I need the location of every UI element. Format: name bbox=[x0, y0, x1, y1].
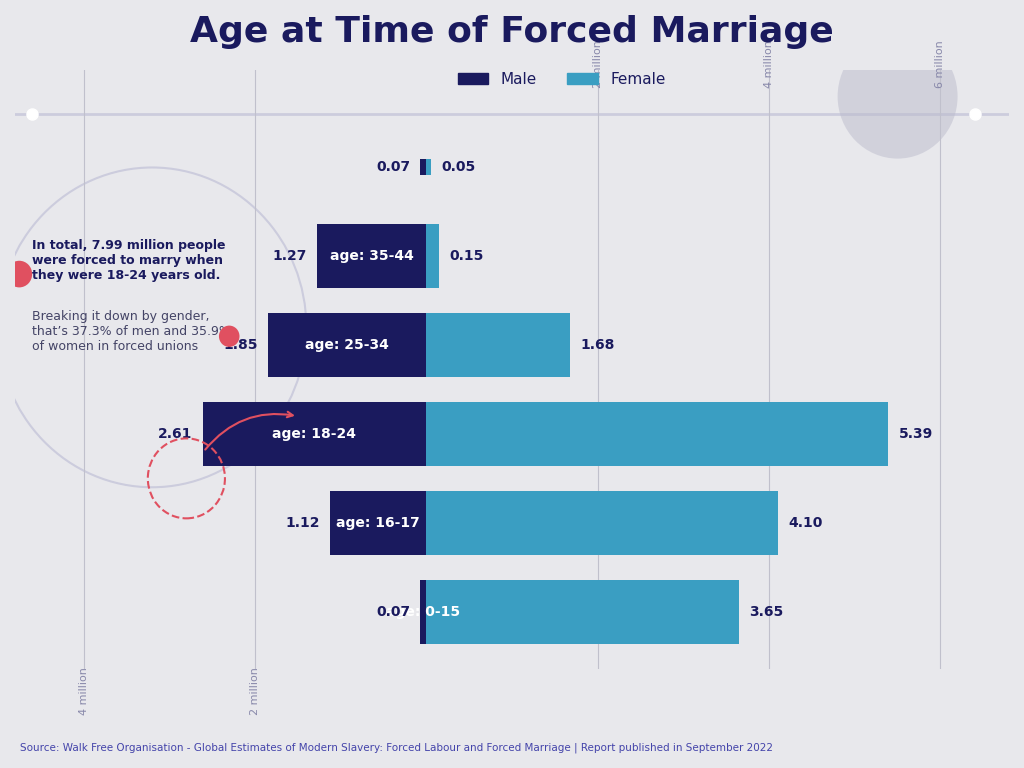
Bar bbox=[426, 491, 777, 554]
Bar bbox=[420, 160, 426, 175]
Text: 1.27: 1.27 bbox=[272, 250, 307, 263]
Text: age: 16-17: age: 16-17 bbox=[337, 516, 420, 530]
Bar bbox=[426, 580, 739, 644]
Text: 2 million: 2 million bbox=[250, 667, 260, 714]
Text: 1.12: 1.12 bbox=[286, 516, 321, 530]
Text: 3.65: 3.65 bbox=[750, 604, 783, 618]
Text: Source: Walk Free Organisation - Global Estimates of Modern Slavery: Forced Labo: Source: Walk Free Organisation - Global … bbox=[20, 742, 773, 753]
Text: age: 0-15: age: 0-15 bbox=[386, 604, 461, 618]
Legend: Male, Female: Male, Female bbox=[452, 65, 672, 93]
Text: 4 million: 4 million bbox=[764, 40, 774, 88]
Text: 2 million: 2 million bbox=[593, 40, 603, 88]
Text: 0.07: 0.07 bbox=[376, 161, 410, 174]
Bar bbox=[426, 313, 570, 377]
Bar bbox=[268, 313, 426, 377]
Bar bbox=[331, 491, 426, 554]
Circle shape bbox=[838, 35, 957, 159]
Text: 4.10: 4.10 bbox=[787, 516, 822, 530]
Circle shape bbox=[219, 326, 240, 347]
Title: Age at Time of Forced Marriage: Age at Time of Forced Marriage bbox=[190, 15, 834, 49]
Text: 4 million: 4 million bbox=[79, 667, 88, 714]
Text: In total, 7.99 million people
were forced to marry when
they were 18-24 years ol: In total, 7.99 million people were force… bbox=[32, 239, 225, 282]
Text: 1.85: 1.85 bbox=[223, 338, 257, 353]
Text: 6 million: 6 million bbox=[936, 40, 945, 88]
Text: Breaking it down by gender,
that’s 37.3% of men and 35.9%
of women in forced uni: Breaking it down by gender, that’s 37.3%… bbox=[32, 310, 231, 353]
Text: 5.39: 5.39 bbox=[898, 427, 933, 441]
Circle shape bbox=[6, 261, 32, 287]
Text: age: 35-44: age: 35-44 bbox=[330, 250, 414, 263]
Bar bbox=[317, 224, 426, 288]
Text: age: 25-34: age: 25-34 bbox=[305, 338, 389, 353]
Text: 0.05: 0.05 bbox=[441, 161, 475, 174]
Bar bbox=[203, 402, 426, 466]
Bar bbox=[426, 402, 888, 466]
Text: 1.68: 1.68 bbox=[581, 338, 615, 353]
Text: age: 18-24: age: 18-24 bbox=[272, 427, 356, 441]
Text: 2.61: 2.61 bbox=[158, 427, 193, 441]
Text: 0.15: 0.15 bbox=[450, 250, 483, 263]
Bar bbox=[426, 224, 439, 288]
Bar bbox=[420, 580, 426, 644]
Text: 0.07: 0.07 bbox=[376, 604, 410, 618]
Bar bbox=[426, 160, 431, 175]
